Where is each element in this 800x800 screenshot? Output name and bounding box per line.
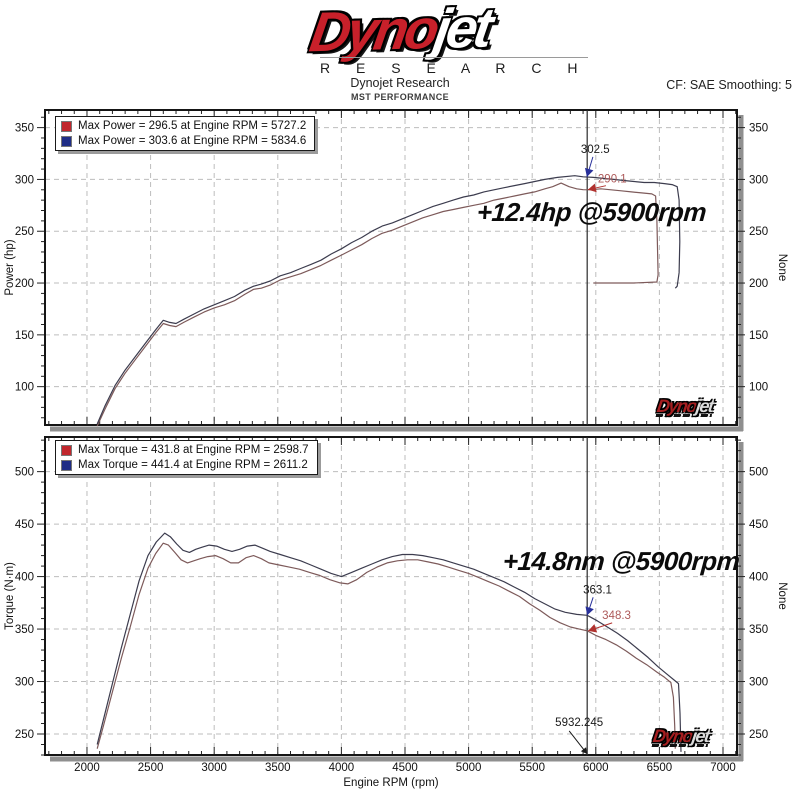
svg-text:5000: 5000 xyxy=(456,762,482,774)
svg-text:200: 200 xyxy=(15,278,34,290)
svg-text:500: 500 xyxy=(15,467,34,479)
svg-text:450: 450 xyxy=(749,519,768,531)
legend-label: Max Power = 296.5 at Engine RPM = 5727.2 xyxy=(78,120,307,132)
legend-marker-red xyxy=(61,120,72,132)
svg-text:350: 350 xyxy=(15,123,34,135)
watermark-wordmark: Dynojet xyxy=(655,396,715,416)
svg-text:400: 400 xyxy=(15,572,34,584)
svg-text:250: 250 xyxy=(749,729,768,741)
svg-text:150: 150 xyxy=(15,330,34,342)
legend-label: Max Torque = 441.4 at Engine RPM = 2611.… xyxy=(78,459,308,471)
power-chart: 100 100 150 150 200 200 250 250 300 300 350 350 Powe… xyxy=(4,109,788,432)
report-title: Dynojet Research xyxy=(350,76,450,90)
svg-text:Torque (N·m): Torque (N·m) xyxy=(4,562,16,630)
svg-text:400: 400 xyxy=(749,572,768,584)
svg-text:150: 150 xyxy=(749,330,768,342)
correction-smoothing-label: CF: SAE Smoothing: 5 xyxy=(666,78,792,92)
svg-text:3500: 3500 xyxy=(265,762,291,774)
watermark-text-dyno: Dyno xyxy=(651,726,694,746)
report-subtitle: MST PERFORMANCE xyxy=(351,92,449,102)
watermark-wordmark: Dynojet xyxy=(651,726,711,746)
logo-research-text: R E S E A R C H xyxy=(320,57,588,76)
svg-text:350: 350 xyxy=(749,624,768,636)
svg-text:100: 100 xyxy=(749,382,768,394)
watermark-text-jet: jet xyxy=(694,396,715,416)
dynojet-watermark-torque: Dynojet xyxy=(651,726,711,747)
svg-text:250: 250 xyxy=(15,226,34,238)
legend-marker-blue xyxy=(61,459,72,471)
svg-text:350: 350 xyxy=(749,123,768,135)
svg-text:450: 450 xyxy=(15,519,34,531)
svg-text:3000: 3000 xyxy=(201,762,227,774)
svg-text:300: 300 xyxy=(15,677,34,689)
svg-text:5500: 5500 xyxy=(519,762,545,774)
svg-text:290.1: 290.1 xyxy=(598,174,627,186)
legend-label: Max Torque = 431.8 at Engine RPM = 2598.… xyxy=(78,444,309,456)
svg-text:7000: 7000 xyxy=(710,762,736,774)
watermark-text-jet: jet xyxy=(690,726,711,746)
svg-text:4500: 4500 xyxy=(392,762,418,774)
power-gain-annotation: +12.4hp @5900rpm xyxy=(475,197,708,227)
torque-gain-annotation: +14.8nm @5900rpm xyxy=(501,546,741,576)
svg-text:2500: 2500 xyxy=(138,762,164,774)
logo-text-dyno: Dyno xyxy=(306,0,441,64)
svg-text:Power (hp): Power (hp) xyxy=(4,239,16,295)
legend-item-max-torque-red: Max Torque = 431.8 at Engine RPM = 2598.… xyxy=(61,443,309,457)
svg-text:100: 100 xyxy=(15,382,34,394)
dynojet-watermark-power: Dynojet xyxy=(655,396,715,417)
svg-text:300: 300 xyxy=(749,174,768,186)
torque-chart: 250 250 300 300 350 350 400 400 450 450 500 500 2000… xyxy=(4,436,788,789)
dynojet-logo-wordmark: Dynojet xyxy=(306,0,494,64)
torque-legend: Max Torque = 431.8 at Engine RPM = 2598.… xyxy=(55,440,318,475)
watermark-text-dyno: Dyno xyxy=(655,396,698,416)
legend-label: Max Power = 303.6 at Engine RPM = 5834.6 xyxy=(78,135,307,147)
svg-text:6500: 6500 xyxy=(647,762,673,774)
legend-marker-blue xyxy=(61,135,72,147)
legend-marker-red xyxy=(61,444,72,456)
legend-item-max-power-blue: Max Power = 303.6 at Engine RPM = 5834.6 xyxy=(61,134,306,148)
svg-text:500: 500 xyxy=(749,467,768,479)
svg-text:6000: 6000 xyxy=(583,762,609,774)
logo-text-jet: jet xyxy=(430,0,494,61)
svg-text:348.3: 348.3 xyxy=(602,610,631,622)
svg-text:350: 350 xyxy=(15,624,34,636)
svg-text:300: 300 xyxy=(749,677,768,689)
svg-text:None: None xyxy=(776,254,788,282)
dynojet-logo: Dynojet xyxy=(0,0,800,64)
svg-text:4000: 4000 xyxy=(329,762,355,774)
svg-text:300: 300 xyxy=(15,174,34,186)
svg-text:None: None xyxy=(776,582,788,610)
power-legend: Max Power = 296.5 at Engine RPM = 5727.2… xyxy=(55,116,316,151)
svg-text:2000: 2000 xyxy=(74,762,100,774)
svg-text:Engine RPM (rpm): Engine RPM (rpm) xyxy=(343,777,438,789)
svg-text:363.1: 363.1 xyxy=(583,584,612,596)
svg-text:5932.245: 5932.245 xyxy=(555,717,603,729)
svg-text:302.5: 302.5 xyxy=(581,144,610,156)
legend-item-max-torque-blue: Max Torque = 441.4 at Engine RPM = 2611.… xyxy=(61,458,309,472)
svg-text:250: 250 xyxy=(749,226,768,238)
svg-text:200: 200 xyxy=(749,278,768,290)
legend-item-max-power-red: Max Power = 296.5 at Engine RPM = 5727.2 xyxy=(61,119,306,133)
svg-text:250: 250 xyxy=(15,729,34,741)
